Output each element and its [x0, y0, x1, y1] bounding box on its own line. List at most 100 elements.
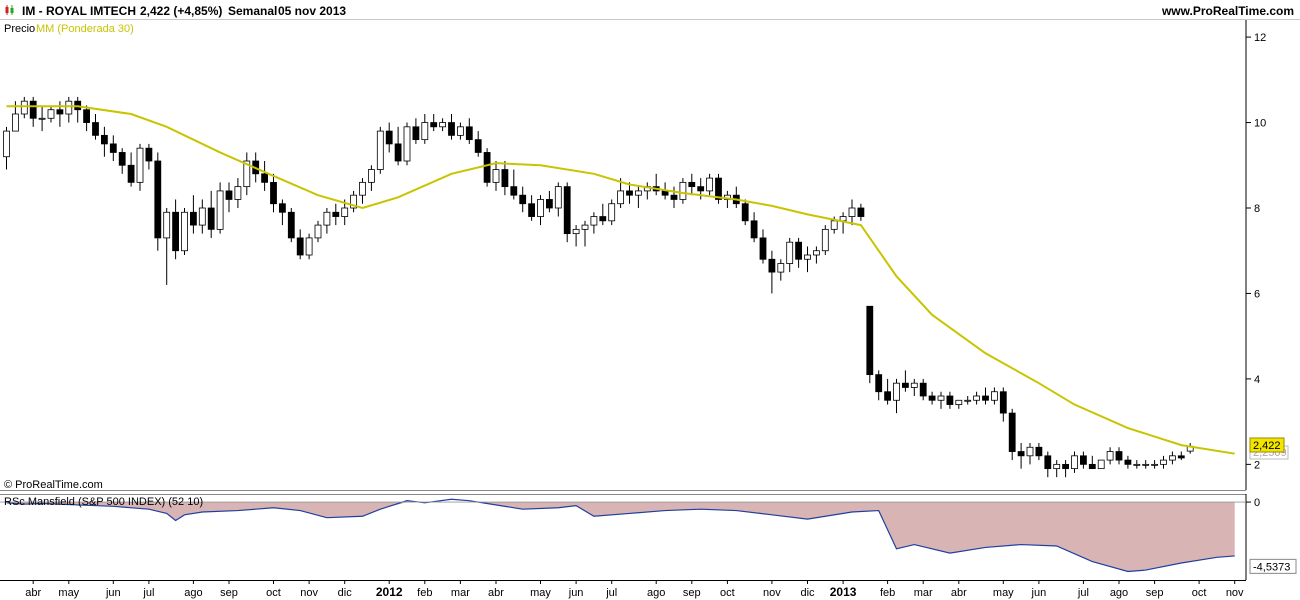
- x-axis-tick-label: feb: [417, 587, 432, 599]
- price-y-tick-label: 10: [1254, 118, 1266, 130]
- candle: [127, 152, 135, 187]
- candle: [795, 237, 802, 268]
- price-y-tick-label: 12: [1254, 32, 1266, 44]
- candle: [367, 165, 375, 191]
- candle: [1115, 447, 1123, 465]
- candle: [385, 122, 393, 153]
- candle: [394, 126, 402, 166]
- candle-body: [857, 207, 865, 217]
- candle: [973, 391, 980, 405]
- candle-body: [1044, 455, 1052, 470]
- candle: [296, 229, 304, 260]
- x-axis-tick-label: feb: [880, 587, 895, 599]
- candle: [1142, 460, 1150, 469]
- candle: [1151, 460, 1158, 469]
- candle: [1062, 460, 1069, 478]
- candle: [216, 182, 224, 234]
- candle-body: [154, 160, 162, 239]
- candle-body: [29, 100, 37, 119]
- x-axis-tick-label: 2012: [376, 585, 403, 599]
- candle-body: [163, 211, 171, 239]
- x-axis-tick-label: jun: [1031, 587, 1047, 599]
- candle: [270, 173, 277, 213]
- candle: [323, 208, 331, 234]
- candle-body: [376, 130, 384, 170]
- candle-body: [1017, 451, 1025, 457]
- candle: [65, 96, 73, 123]
- candle: [243, 152, 251, 196]
- candle: [955, 399, 963, 409]
- candle: [510, 169, 518, 200]
- candle-body: [697, 186, 705, 192]
- candle-body: [207, 207, 215, 230]
- candle-body: [786, 241, 794, 264]
- candle-body: [92, 122, 99, 136]
- x-axis-tick-label: may: [530, 587, 551, 599]
- candle-body: [1106, 451, 1114, 461]
- candle-body: [118, 152, 126, 166]
- candle: [893, 378, 900, 414]
- candle-body: [519, 194, 527, 205]
- candle-body: [679, 181, 687, 200]
- candle: [376, 126, 384, 174]
- x-axis-tick-label: may: [993, 587, 1014, 599]
- candle-body: [465, 126, 473, 141]
- candle: [546, 190, 553, 213]
- candle: [759, 229, 767, 264]
- candle: [813, 246, 820, 264]
- x-axis-tick-label: oct: [266, 587, 281, 599]
- candle: [608, 199, 616, 226]
- candle: [109, 135, 117, 161]
- candle: [492, 161, 500, 191]
- candle-body: [430, 122, 438, 128]
- candle-body: [777, 263, 785, 273]
- candle-body: [47, 109, 55, 119]
- candle-body: [1062, 463, 1069, 470]
- candle: [501, 161, 509, 196]
- x-axis-tick-label: dic: [338, 587, 353, 599]
- candle-body: [590, 216, 598, 226]
- candle-body: [706, 177, 713, 192]
- site-url[interactable]: www.ProRealTime.com: [1161, 4, 1294, 18]
- candle-body: [804, 254, 811, 260]
- x-axis-tick-label: jul: [142, 587, 154, 599]
- candle: [786, 237, 794, 273]
- candle-body: [1088, 463, 1096, 470]
- candle: [964, 396, 972, 405]
- candle-body: [617, 190, 624, 205]
- candle: [1035, 443, 1043, 461]
- candle: [198, 199, 206, 234]
- candle-body: [109, 143, 117, 153]
- candle-body: [305, 237, 313, 256]
- rs-panel: 0 RSc Mansfield (S&P 500 INDEX) (52 10) …: [0, 494, 1297, 581]
- candle-body: [599, 216, 607, 222]
- x-axis-tick-label: abr: [951, 587, 967, 599]
- rs-negative-area: [6, 502, 1235, 572]
- candle-body: [608, 203, 616, 222]
- x-axis-tick-label: nov: [300, 587, 318, 599]
- candle-body: [1133, 463, 1141, 466]
- candle-body: [581, 224, 589, 230]
- candle-body: [670, 194, 678, 200]
- candle-body: [172, 211, 180, 252]
- candle: [154, 152, 162, 251]
- candle: [47, 105, 55, 123]
- candle: [305, 233, 313, 260]
- candle-body: [919, 382, 927, 397]
- candle: [38, 105, 46, 132]
- candle: [884, 378, 891, 405]
- candle-body: [492, 169, 500, 183]
- candle: [439, 118, 447, 132]
- legend-moving-average: MM (Ponderada 30): [36, 23, 134, 35]
- candle: [919, 378, 927, 401]
- candle: [946, 391, 954, 409]
- candle-body: [270, 181, 277, 205]
- candle-body: [821, 228, 829, 252]
- candle: [857, 203, 865, 221]
- candle-body: [65, 100, 73, 115]
- candle: [92, 114, 99, 140]
- candle-body: [1115, 451, 1123, 461]
- rs-zero-label: 0: [1254, 497, 1260, 509]
- candle: [430, 114, 438, 132]
- candle-body: [999, 391, 1007, 414]
